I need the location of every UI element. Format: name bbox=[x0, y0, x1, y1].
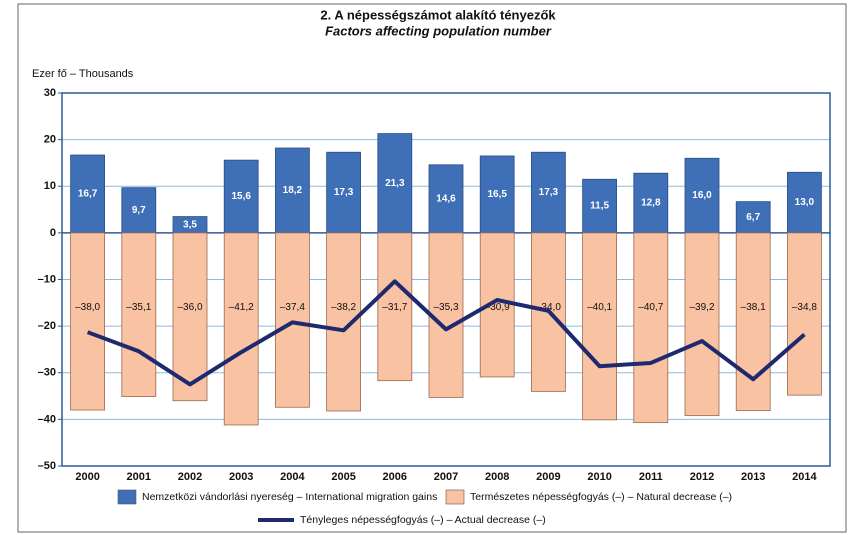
bar bbox=[377, 232, 413, 382]
value-label: 13,0 bbox=[795, 197, 815, 208]
x-tick-label: 2007 bbox=[434, 471, 458, 483]
value-label: 21,3 bbox=[385, 178, 405, 189]
value-label: –37,4 bbox=[280, 302, 305, 313]
bar bbox=[70, 232, 105, 411]
bar bbox=[223, 232, 259, 426]
bar bbox=[633, 232, 669, 424]
x-tick-label: 2009 bbox=[536, 471, 560, 483]
x-tick-label: 2001 bbox=[127, 471, 151, 483]
value-label: –30,9 bbox=[485, 302, 510, 313]
value-label: –38,2 bbox=[331, 302, 356, 313]
bar bbox=[633, 172, 669, 234]
chart-title: 2. A népességszámot alakító tényezők bbox=[320, 7, 556, 22]
x-tick-label: 2014 bbox=[792, 471, 817, 483]
x-tick-label: 2011 bbox=[639, 471, 663, 483]
value-label: –39,2 bbox=[689, 302, 714, 313]
x-tick-label: 2000 bbox=[75, 471, 99, 483]
bar bbox=[70, 154, 105, 234]
x-tick-label: 2008 bbox=[485, 471, 509, 483]
value-label: 16,5 bbox=[487, 189, 507, 200]
value-label: 6,7 bbox=[746, 212, 760, 223]
bar bbox=[479, 155, 515, 234]
chart-subtitle: Factors affecting population number bbox=[325, 23, 552, 38]
value-label: –36,0 bbox=[177, 302, 202, 313]
bar bbox=[582, 232, 617, 421]
bar bbox=[377, 133, 413, 234]
legend-label: Természetes népességfogyás (–) – Natural… bbox=[470, 491, 732, 503]
bar bbox=[428, 164, 464, 234]
y-tick-label: –40 bbox=[38, 413, 56, 425]
value-label: 17,3 bbox=[539, 187, 559, 198]
value-label: 3,5 bbox=[183, 219, 197, 230]
x-tick-label: 2004 bbox=[280, 471, 305, 483]
legend-swatch bbox=[117, 489, 137, 505]
value-label: 16,0 bbox=[692, 190, 712, 201]
y-tick-label: –20 bbox=[38, 320, 56, 332]
value-label: –34,8 bbox=[792, 302, 817, 313]
x-tick-label: 2003 bbox=[229, 471, 253, 483]
legend-label: Tényleges népességfogyás (–) – Actual de… bbox=[300, 514, 546, 526]
x-tick-label: 2005 bbox=[331, 471, 355, 483]
bar bbox=[274, 232, 310, 408]
x-tick-label: 2002 bbox=[178, 471, 202, 483]
bar bbox=[582, 178, 617, 234]
bar bbox=[428, 232, 464, 398]
legend-label: Nemzetközi vándorlási nyereség – Interna… bbox=[142, 491, 437, 503]
value-label: –41,2 bbox=[229, 302, 254, 313]
frame bbox=[17, 3, 847, 533]
value-label: 11,5 bbox=[590, 201, 609, 212]
bar bbox=[121, 187, 157, 234]
y-tick-label: –30 bbox=[38, 367, 56, 379]
value-label: –40,7 bbox=[638, 302, 663, 313]
value-label: 14,6 bbox=[436, 193, 456, 204]
line bbox=[86, 279, 806, 387]
value-label: 17,3 bbox=[334, 187, 354, 198]
value-label: 9,7 bbox=[132, 205, 146, 216]
value-label: –34,0 bbox=[536, 302, 561, 313]
value-label: –38,0 bbox=[75, 302, 100, 313]
value-label: 15,6 bbox=[231, 191, 251, 202]
value-label: –35,1 bbox=[126, 302, 151, 313]
bar bbox=[735, 201, 771, 234]
bar bbox=[172, 232, 208, 402]
bar bbox=[326, 232, 362, 412]
y-tick-label: 30 bbox=[44, 87, 56, 99]
bar bbox=[531, 151, 566, 234]
value-label: –40,1 bbox=[587, 302, 612, 313]
y-tick-label: 20 bbox=[44, 134, 56, 146]
y-tick-label: –50 bbox=[38, 460, 56, 472]
value-label: –35,3 bbox=[433, 302, 458, 313]
bar bbox=[121, 232, 157, 397]
y-tick-label: 10 bbox=[44, 180, 56, 192]
legend-swatch bbox=[445, 489, 465, 505]
x-tick-label: 2006 bbox=[383, 471, 407, 483]
value-label: –38,1 bbox=[741, 302, 766, 313]
value-label: 12,8 bbox=[641, 198, 661, 209]
plot-border bbox=[61, 92, 831, 467]
y-tick-label: –10 bbox=[38, 273, 56, 285]
x-tick-label: 2010 bbox=[587, 471, 611, 483]
x-tick-label: 2013 bbox=[741, 471, 765, 483]
y-tick-label: 0 bbox=[50, 227, 56, 239]
y-axis-label: Ezer fő – Thousands bbox=[32, 68, 134, 80]
bar bbox=[787, 232, 822, 396]
value-label: –31,7 bbox=[382, 302, 407, 313]
value-label: 18,2 bbox=[283, 185, 303, 196]
bar bbox=[735, 232, 771, 411]
bar bbox=[684, 157, 720, 234]
bar bbox=[684, 232, 720, 417]
x-tick-label: 2012 bbox=[690, 471, 714, 483]
value-label: 16,7 bbox=[78, 189, 98, 200]
